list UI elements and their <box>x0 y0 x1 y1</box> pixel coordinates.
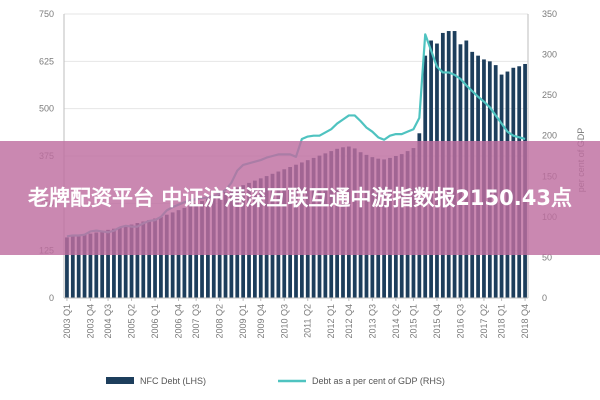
x-tick-label: 2015 Q4 <box>432 304 442 339</box>
bar-nfc-debt <box>129 224 134 298</box>
x-tick-label: 2005 Q2 <box>127 304 137 339</box>
right-tick-label: 0 <box>542 293 547 303</box>
bar-nfc-debt <box>100 231 105 298</box>
bar-nfc-debt <box>153 218 157 298</box>
bar-nfc-debt <box>164 214 169 298</box>
right-tick-label: 50 <box>542 252 552 262</box>
headline-banner: 老牌配资平台 中证沪港深互联互通中游指数报2150.43点 <box>0 141 600 255</box>
bar-nfc-debt <box>88 233 93 298</box>
x-tick-label: 2009 Q4 <box>256 304 266 339</box>
x-tick-label: 2010 Q3 <box>279 304 289 339</box>
bar-nfc-debt <box>159 216 163 298</box>
x-tick-label: 2012 Q4 <box>344 304 354 339</box>
x-tick-label: 2017 Q2 <box>479 304 489 339</box>
left-tick-label: 500 <box>39 104 54 114</box>
bar-nfc-debt <box>112 228 116 298</box>
left-tick-label: 625 <box>39 56 54 66</box>
x-axis-ticks: 2003 Q1 2003 Q4 2004 Q3 2005 Q2 2006 Q1 2006 … <box>62 298 530 339</box>
right-tick-label: 300 <box>542 50 557 60</box>
x-tick-label: 2006 Q1 <box>150 304 160 339</box>
headline-text: 老牌配资平台 中证沪港深互联互通中游指数报2150.43点 <box>28 186 572 210</box>
bar-nfc-debt <box>82 234 87 298</box>
bar-nfc-debt <box>123 226 128 298</box>
bar-nfc-debt <box>94 232 99 298</box>
x-tick-label: 2018 Q4 <box>520 304 530 339</box>
x-tick-label: 2015 Q1 <box>408 304 418 339</box>
x-tick-label: 2012 Q1 <box>326 304 336 339</box>
x-tick-label: 2014 Q2 <box>391 304 401 339</box>
x-tick-label: 2013 Q3 <box>367 304 377 339</box>
legend: NFC Debt (LHS) Debt as a per cent of GDP… <box>106 376 445 386</box>
bar-nfc-debt <box>117 227 122 298</box>
bar-nfc-debt <box>141 221 146 298</box>
bar-nfc-debt <box>65 237 69 298</box>
bar-nfc-debt <box>70 236 75 298</box>
right-tick-label: 250 <box>542 90 557 100</box>
x-tick-label: 2006 Q4 <box>174 304 184 339</box>
legend-label-nfc-debt: NFC Debt (LHS) <box>140 376 206 386</box>
x-tick-label: 2008 Q2 <box>215 304 225 339</box>
legend-swatch-nfc-debt <box>106 377 134 384</box>
x-tick-label: 2018 Q1 <box>497 304 507 339</box>
bar-nfc-debt <box>170 212 175 298</box>
left-tick-label: 0 <box>49 293 54 303</box>
x-tick-label: 2016 Q3 <box>455 304 465 339</box>
bar-nfc-debt <box>147 219 152 298</box>
bar-nfc-debt <box>106 229 110 298</box>
legend-label-debt-gdp: Debt as a per cent of GDP (RHS) <box>312 376 445 386</box>
bar-nfc-debt <box>135 223 140 298</box>
x-tick-label: 2009 Q1 <box>238 304 248 339</box>
x-tick-label: 2003 Q4 <box>85 304 95 339</box>
bar-nfc-debt <box>76 235 81 298</box>
x-tick-label: 2004 Q3 <box>103 304 113 339</box>
x-tick-label: 2007 Q3 <box>191 304 201 339</box>
right-tick-label: 350 <box>542 9 557 19</box>
right-tick-label: 200 <box>542 131 557 141</box>
left-tick-label: 750 <box>39 9 54 19</box>
x-tick-label: 2003 Q1 <box>62 304 72 339</box>
x-tick-label: 2011 Q2 <box>303 304 313 338</box>
